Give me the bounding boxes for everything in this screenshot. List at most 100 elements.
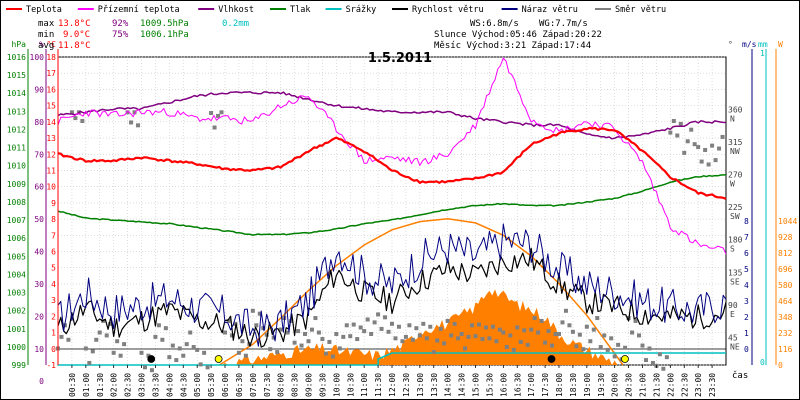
pressure-tick-label: 999 xyxy=(12,361,27,370)
wind-tick-label: 8 xyxy=(744,217,749,226)
solar-tick-label: 232 xyxy=(778,329,793,338)
wind-direction-point xyxy=(118,353,123,358)
wind-direction-point xyxy=(330,354,335,359)
rain-tick-label: 0 xyxy=(760,358,765,367)
x-tick-label: 15:30 xyxy=(485,373,494,397)
wind-direction-point xyxy=(682,150,687,155)
temperature-tick-label: 18 xyxy=(46,53,56,62)
wind-direction-point xyxy=(407,323,412,328)
wind-direction-point xyxy=(459,331,464,336)
wind-direction-point xyxy=(344,323,349,328)
wind-direction-point xyxy=(125,110,130,115)
stats-moon: Měsíc Východ:3:21 Západ:17:44 xyxy=(434,41,591,51)
wind-direction-point xyxy=(316,330,321,335)
wind-direction-point xyxy=(160,337,165,342)
wind-direction-point xyxy=(115,339,120,344)
wind-direction-point xyxy=(703,147,708,152)
wind-direction-point xyxy=(212,125,217,130)
wind-direction-point xyxy=(567,323,572,328)
legend: Teplota Přízemní teplota Vlhkost Tlak Srážky… xyxy=(6,5,666,15)
wind-direction-point xyxy=(202,350,207,355)
direction-tick-label: 135 xyxy=(728,268,743,277)
stats-ws: WS:6.8m/s xyxy=(470,19,519,29)
x-tick-label: 20:00 xyxy=(611,373,620,397)
wind-direction-point xyxy=(633,318,638,323)
wind-direction-point xyxy=(424,336,429,341)
wind-tick-label: 2 xyxy=(744,313,749,322)
wind-direction-point xyxy=(209,111,214,116)
wind-direction-point xyxy=(104,333,109,338)
temperature-tick-label: 3 xyxy=(51,296,56,305)
wind-direction-point xyxy=(557,331,561,336)
wind-direction-point xyxy=(490,324,495,329)
temperature-tick-label: 14 xyxy=(46,118,56,127)
pressure-tick-label: 1007 xyxy=(7,216,26,225)
wind-direction-point xyxy=(577,332,582,337)
wind-direction-point xyxy=(501,330,506,335)
wind-direction-point xyxy=(612,354,617,359)
wind-direction-point xyxy=(372,320,377,325)
pressure-tick-label: 1002 xyxy=(7,307,26,316)
temperature-tick-label: 1 xyxy=(51,329,56,338)
x-tick-label: 04:00 xyxy=(165,373,174,397)
wind-direction-point xyxy=(337,346,342,351)
x-tick-label: 05:00 xyxy=(193,373,202,397)
wind-direction-point xyxy=(668,130,673,135)
solar-tick-label: 580 xyxy=(778,281,793,290)
wind-direction-point xyxy=(532,316,537,321)
stats-wg: WG:7.7m/s xyxy=(539,19,588,29)
wind-direction-point xyxy=(546,329,551,334)
temperature-tick-label: 11 xyxy=(46,166,56,175)
wind-direction-point xyxy=(97,330,102,335)
direction-tick-label: 315 xyxy=(728,138,743,147)
pressure-tick-label: 1011 xyxy=(7,144,26,153)
temperature-tick-label: 13 xyxy=(46,134,56,143)
x-tick-label: 07:30 xyxy=(263,373,272,397)
x-tick-label: 19:30 xyxy=(597,373,606,397)
pressure-tick-label: 1013 xyxy=(7,107,26,116)
wind-direction-point xyxy=(584,324,589,329)
x-tick-label: 06:00 xyxy=(221,373,230,397)
wind-direction-point xyxy=(431,350,436,355)
wind-direction-point xyxy=(717,146,722,151)
wind-direction-point xyxy=(334,331,339,336)
axes-layer: 1016101510141013101210111010100910081007… xyxy=(7,40,798,397)
theoretical-radiation-line xyxy=(219,218,624,366)
x-tick-label: 01:00 xyxy=(82,373,91,397)
x-tick-label: 18:00 xyxy=(555,373,564,397)
stats-avg-temp: 11.8°C xyxy=(58,41,91,51)
temperature-tick-label: 7 xyxy=(51,231,56,240)
wind-direction-point xyxy=(278,327,283,332)
wind-direction-point xyxy=(706,162,711,167)
wind-direction-point xyxy=(602,333,607,338)
wind-direction-point xyxy=(442,341,447,346)
wind-direction-point xyxy=(153,334,158,339)
solar-tick-label: 0 xyxy=(778,361,783,370)
wind-direction-point xyxy=(390,321,394,326)
humidity-tick-label: 70 xyxy=(34,150,44,159)
wind-direction-point xyxy=(275,350,280,355)
legend-label: Náraz větru xyxy=(522,5,578,15)
legend-label: Tlak xyxy=(290,5,310,15)
wind-direction-point xyxy=(466,334,471,339)
x-tick-label: 20:30 xyxy=(625,373,634,397)
x-tick-label: 19:00 xyxy=(583,373,592,397)
wind-direction-point xyxy=(421,321,426,326)
x-tick-label: 04:30 xyxy=(179,373,188,397)
wind-direction-point xyxy=(156,323,161,328)
solar-tick-label: 696 xyxy=(778,265,793,274)
pressure-tick-label: 1015 xyxy=(7,71,26,80)
temperature-axis-unit: °C xyxy=(46,40,56,49)
legend-label: Srážky xyxy=(346,5,377,15)
wind-direction-point xyxy=(685,139,690,144)
wind-direction-point xyxy=(177,346,182,351)
stats-min-temp: 9.0°C xyxy=(63,30,90,40)
x-tick-label: 23:00 xyxy=(694,373,703,397)
wind-tick-label: 7 xyxy=(744,233,749,242)
wind-direction-point xyxy=(678,121,683,126)
wind-direction-point xyxy=(250,308,255,313)
direction-compass-label: W xyxy=(730,180,735,189)
wind-direction-point xyxy=(167,355,172,360)
wind-direction-point xyxy=(494,339,499,344)
